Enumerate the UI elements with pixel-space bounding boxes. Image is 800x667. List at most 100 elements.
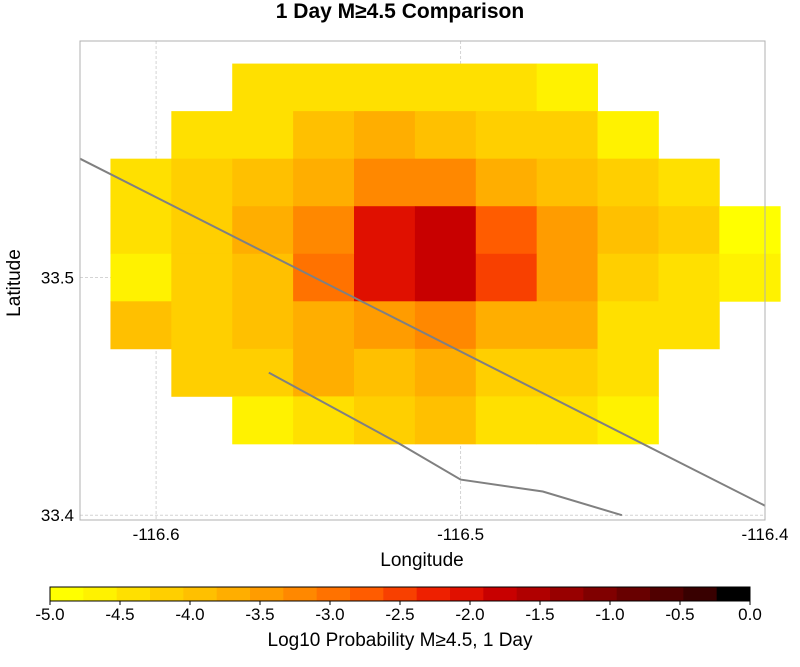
heatmap-cell (475, 206, 538, 255)
colorbar-swatch (50, 587, 84, 601)
heatmap-cell (171, 301, 233, 350)
heatmap-cell (354, 158, 416, 207)
heatmap-cell (110, 301, 172, 350)
colorbar-label: Log10 Probability M≥4.5, 1 Day (268, 630, 533, 651)
colorbar-tick-label: -2.5 (385, 605, 414, 624)
heatmap-cell (414, 111, 477, 160)
heatmap-cell (293, 348, 355, 397)
heatmap-cell (475, 253, 538, 302)
heatmap-cell (475, 396, 538, 445)
heatmap-cells (110, 63, 781, 445)
y-axis-label: Latitude (4, 249, 25, 317)
heatmap-cell (232, 206, 294, 255)
colorbar-swatch (416, 587, 451, 601)
colorbar-tick-label: -3.0 (315, 605, 344, 624)
heatmap-cell (536, 158, 598, 207)
y-axis-ticks: 33.5 33.4 (41, 269, 74, 526)
heatmap-cell (536, 206, 598, 255)
heatmap-cell (414, 158, 477, 207)
heatmap-cell (232, 348, 294, 397)
heatmap-cell (232, 158, 294, 207)
heatmap-cell (354, 206, 416, 255)
colorbar-swatch (650, 587, 684, 601)
heatmap-cell (293, 158, 355, 207)
heatmap-cell (536, 301, 598, 350)
colorbar-swatch (450, 587, 484, 601)
heatmap-cell (293, 111, 355, 160)
heatmap-cell (232, 301, 294, 350)
colorbar-swatch (83, 587, 118, 601)
colorbar-swatch (183, 587, 218, 601)
heatmap-cell (110, 253, 172, 302)
heatmap-cell (414, 253, 477, 302)
heatmap-cell (232, 396, 294, 445)
colorbar-swatch (550, 587, 584, 601)
heatmap-cell (597, 253, 659, 302)
y-tick-label: 33.5 (41, 269, 74, 288)
y-tick-label: 33.4 (41, 506, 74, 525)
heatmap-cell (719, 253, 781, 302)
plot-border (79, 40, 766, 521)
heatmap-cell (354, 396, 416, 445)
colorbar-swatch (316, 587, 351, 601)
colorbar-swatch (116, 587, 151, 601)
heatmap-cell (171, 111, 233, 160)
x-axis-ticks: -116.6 -116.5 -116.4 (133, 525, 789, 544)
colorbar-swatch (283, 587, 318, 601)
colorbar-tick-label: -2.0 (455, 605, 484, 624)
heatmap-cell (536, 253, 598, 302)
heatmap-cell (536, 348, 598, 397)
colorbar-swatch (216, 587, 251, 601)
colorbar-tick-label: -4.5 (105, 605, 134, 624)
heatmap-cell (658, 253, 720, 302)
colorbar-tick-label: -0.5 (665, 605, 694, 624)
colorbar-swatch (583, 587, 618, 601)
heatmap-cell (354, 253, 416, 302)
heatmap-cell (536, 111, 598, 160)
heatmap-cell (597, 111, 659, 160)
colorbar-ticks: -5.0 -4.5 -4.0 -3.5 -3.0 -2.5 -2.0 -1.5 -1.0 -0.5… (35, 601, 762, 624)
fault-trace-line (80, 157, 765, 507)
heatmap-cell (597, 206, 659, 255)
x-tick-label: -116.4 (742, 525, 789, 544)
heatmap-cell (110, 158, 172, 207)
heatmap-cell (658, 301, 720, 350)
heatmap-cell (719, 206, 781, 255)
heatmap-cell (354, 348, 416, 397)
heatmap-cell (171, 206, 233, 255)
colorbar-tick-label: 0.0 (738, 605, 762, 624)
heatmap-cell (414, 396, 477, 445)
x-tick-label: -116.5 (437, 525, 484, 544)
heatmap-cell (475, 63, 538, 112)
fault-trace-line (268, 371, 623, 517)
heatmap-cell (414, 348, 477, 397)
colorbar-swatch (383, 587, 418, 601)
colorbar-swatch (683, 587, 718, 601)
heatmap-cell (597, 348, 659, 397)
heatmap-cell (171, 253, 233, 302)
colorbar-tick-label: -1.5 (525, 605, 554, 624)
colorbar-swatch (250, 587, 284, 601)
heatmap-cell (475, 111, 538, 160)
colorbar-tick-label: -4.0 (175, 605, 204, 624)
heatmap-cell (171, 158, 233, 207)
x-tick-label: -116.6 (133, 525, 180, 544)
heatmap-cell (414, 206, 477, 255)
plot-frame (79, 40, 766, 521)
heatmap-cell (293, 301, 355, 350)
heatmap-cell (232, 253, 294, 302)
heatmap-cell (293, 206, 355, 255)
heatmap-cell (597, 301, 659, 350)
heatmap-cell (354, 301, 416, 350)
colorbar-swatch (483, 587, 518, 601)
heatmap-cell (354, 63, 416, 112)
colorbar-swatch (716, 587, 751, 601)
x-axis-label: Longitude (380, 550, 463, 571)
heatmap-cell (475, 348, 538, 397)
colorbar-tick-label: -5.0 (35, 605, 64, 624)
heatmap-cell (232, 111, 294, 160)
chart-title: 1 Day M≥4.5 Comparison (276, 0, 524, 23)
heatmap-cell (354, 111, 416, 160)
colorbar-swatch (516, 587, 551, 601)
